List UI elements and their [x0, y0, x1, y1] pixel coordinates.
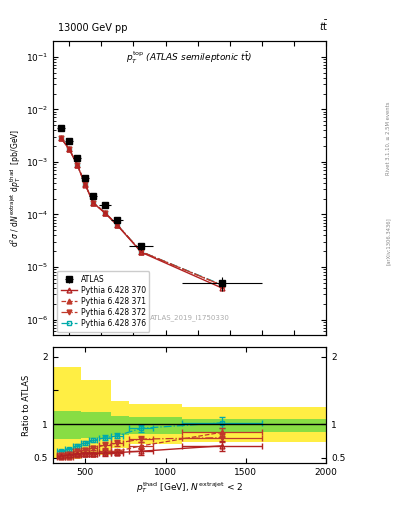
Text: [arXiv:1306.3436]: [arXiv:1306.3436]	[386, 217, 391, 265]
Pythia 6.428 370	[67, 146, 72, 152]
Pythia 6.428 371	[83, 181, 88, 187]
Pythia 6.428 376	[91, 200, 95, 206]
Pythia 6.428 370	[139, 249, 144, 255]
Pythia 6.428 372	[75, 161, 79, 167]
Pythia 6.428 370	[59, 135, 63, 141]
Pythia 6.428 372	[219, 282, 224, 288]
Text: Rivet 3.1.10, ≥ 2.5M events: Rivet 3.1.10, ≥ 2.5M events	[386, 101, 391, 175]
Text: $p_T^{\rm top}$ (ATLAS semileptonic t$\bar{\rm t}$): $p_T^{\rm top}$ (ATLAS semileptonic t$\b…	[127, 50, 253, 66]
Pythia 6.428 372	[139, 249, 144, 255]
Pythia 6.428 376	[115, 222, 120, 228]
Pythia 6.428 372	[103, 210, 108, 216]
X-axis label: $p_T^{\mathrm{thad}}$ [GeV], $N^{\mathrm{extra jet}}$ < 2: $p_T^{\mathrm{thad}}$ [GeV], $N^{\mathrm…	[136, 480, 243, 495]
Pythia 6.428 370	[219, 285, 224, 291]
Text: 13000 GeV pp: 13000 GeV pp	[58, 23, 128, 33]
Pythia 6.428 372	[91, 200, 95, 206]
Pythia 6.428 371	[59, 135, 63, 141]
Pythia 6.428 371	[75, 161, 79, 167]
Pythia 6.428 370	[75, 162, 79, 168]
Pythia 6.428 372	[59, 135, 63, 141]
Y-axis label: d$^2\sigma$ / d$N^{\mathrm{extra jet}}$ d$p_T^{\mathrm{thad}}$  [pb/GeV]: d$^2\sigma$ / d$N^{\mathrm{extra jet}}$ …	[8, 129, 23, 247]
Pythia 6.428 371	[219, 282, 224, 288]
Pythia 6.428 370	[83, 181, 88, 187]
Line: Pythia 6.428 371: Pythia 6.428 371	[59, 136, 224, 288]
Pythia 6.428 376	[103, 210, 108, 216]
Pythia 6.428 370	[91, 200, 95, 206]
Legend: ATLAS, Pythia 6.428 370, Pythia 6.428 371, Pythia 6.428 372, Pythia 6.428 376: ATLAS, Pythia 6.428 370, Pythia 6.428 37…	[57, 271, 149, 332]
Line: Pythia 6.428 372: Pythia 6.428 372	[59, 136, 224, 288]
Pythia 6.428 371	[91, 200, 95, 206]
Pythia 6.428 376	[59, 135, 63, 141]
Text: ATLAS_2019_I1750330: ATLAS_2019_I1750330	[150, 314, 230, 321]
Text: t$\bar{\rm t}$: t$\bar{\rm t}$	[319, 19, 328, 33]
Line: Pythia 6.428 376: Pythia 6.428 376	[59, 136, 224, 287]
Pythia 6.428 372	[83, 181, 88, 187]
Pythia 6.428 376	[219, 282, 224, 288]
Pythia 6.428 371	[139, 249, 144, 255]
Pythia 6.428 372	[115, 222, 120, 228]
Pythia 6.428 371	[103, 210, 108, 216]
Pythia 6.428 376	[83, 181, 88, 187]
Pythia 6.428 370	[103, 210, 108, 217]
Pythia 6.428 371	[115, 222, 120, 228]
Pythia 6.428 376	[67, 145, 72, 152]
Pythia 6.428 376	[75, 161, 79, 167]
Y-axis label: Ratio to ATLAS: Ratio to ATLAS	[22, 374, 31, 436]
Line: Pythia 6.428 370: Pythia 6.428 370	[59, 136, 224, 290]
Pythia 6.428 370	[115, 222, 120, 228]
Pythia 6.428 376	[139, 249, 144, 255]
Pythia 6.428 371	[67, 145, 72, 152]
Pythia 6.428 372	[67, 145, 72, 152]
